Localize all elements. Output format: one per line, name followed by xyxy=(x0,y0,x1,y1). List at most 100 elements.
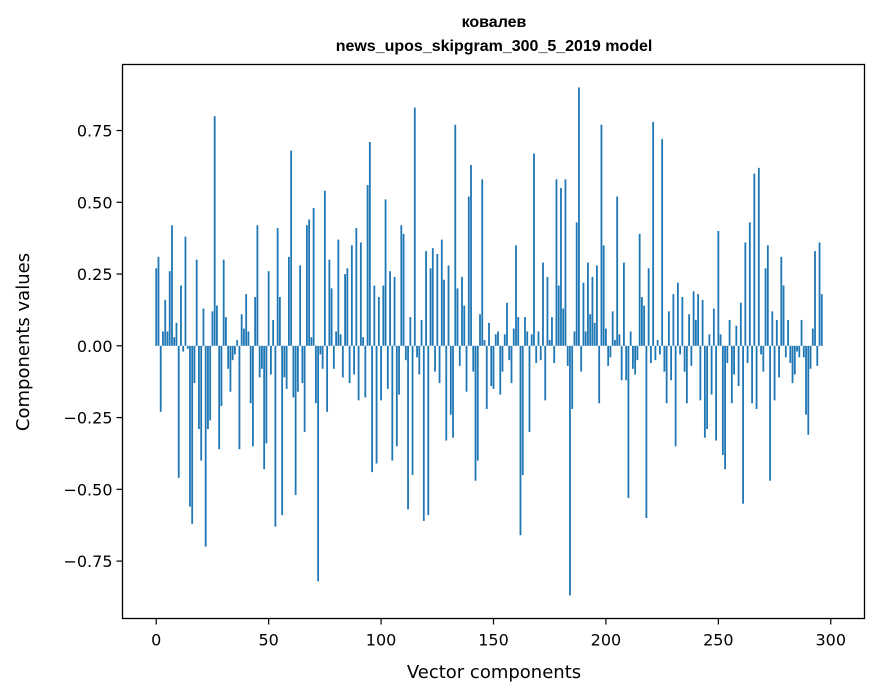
bar-201 xyxy=(607,345,610,366)
bar-84 xyxy=(344,274,346,346)
bar-125 xyxy=(436,253,439,346)
bar-50 xyxy=(267,271,270,346)
bar-168 xyxy=(533,153,535,346)
bar-0 xyxy=(155,268,158,346)
bar-171 xyxy=(539,345,542,361)
bar-89 xyxy=(355,228,358,346)
bar-237 xyxy=(688,314,691,346)
bar-118 xyxy=(420,319,423,346)
bar-294 xyxy=(816,345,819,366)
bar-178 xyxy=(555,179,558,346)
x-tick-label: 0 xyxy=(151,631,161,650)
bar-283 xyxy=(791,345,794,384)
bar-186 xyxy=(573,331,576,346)
bar-200 xyxy=(605,328,607,346)
bar-26 xyxy=(213,116,216,346)
bar-74 xyxy=(321,345,324,369)
bar-72 xyxy=(317,345,320,582)
bar-285 xyxy=(796,345,798,352)
bar-247 xyxy=(710,345,713,395)
bar-273 xyxy=(769,345,771,481)
bar-104 xyxy=(389,271,391,346)
bar-64 xyxy=(299,265,302,346)
bar-164 xyxy=(524,317,526,346)
x-axis-ticks: 0 50 100 150 200 250 300 xyxy=(151,618,846,650)
y-tick-label: 0.00 xyxy=(77,337,113,356)
bar-123 xyxy=(431,248,434,346)
bar-253 xyxy=(724,345,726,470)
bar-209 xyxy=(625,345,628,381)
bar-110 xyxy=(402,233,405,346)
bar-88 xyxy=(353,345,355,375)
bar-249 xyxy=(715,345,717,441)
bar-59 xyxy=(287,256,290,346)
bar-95 xyxy=(368,142,371,346)
y-tick-label: 0.25 xyxy=(77,265,113,284)
bar-295 xyxy=(818,242,821,346)
bar-176 xyxy=(551,317,553,346)
bar-158 xyxy=(510,345,513,384)
bar-288 xyxy=(802,345,805,358)
bar-10 xyxy=(177,345,180,478)
bar-93 xyxy=(364,345,367,398)
bar-1 xyxy=(157,256,160,346)
bar-226 xyxy=(663,345,666,372)
bar-210 xyxy=(627,345,630,498)
bar-91 xyxy=(359,242,362,346)
bar-255 xyxy=(728,319,731,346)
bar-126 xyxy=(438,345,441,384)
bar-274 xyxy=(771,311,774,346)
bar-121 xyxy=(427,345,430,516)
bar-183 xyxy=(566,345,569,366)
bar-191 xyxy=(584,331,587,346)
x-tick-label: 50 xyxy=(258,631,278,650)
bar-143 xyxy=(476,345,479,461)
bar-14 xyxy=(186,345,189,349)
bar-112 xyxy=(407,345,409,510)
bar-141 xyxy=(472,345,475,372)
bar-192 xyxy=(587,262,589,346)
bar-163 xyxy=(521,345,524,475)
bar-185 xyxy=(571,345,574,409)
bar-80 xyxy=(335,331,338,346)
bar-47 xyxy=(261,345,263,369)
bar-35 xyxy=(234,345,236,355)
bar-287 xyxy=(800,319,803,346)
bar-5 xyxy=(166,331,169,346)
bar-293 xyxy=(814,251,816,346)
bars-group xyxy=(155,87,823,596)
y-tick-label: 0.50 xyxy=(77,193,113,212)
bar-188 xyxy=(578,87,580,346)
x-axis-label: Vector components xyxy=(407,662,581,683)
bar-231 xyxy=(674,345,677,447)
bar-242 xyxy=(699,345,702,401)
bar-290 xyxy=(807,345,810,435)
bar-219 xyxy=(647,268,650,346)
bar-7 xyxy=(171,225,173,346)
bar-246 xyxy=(708,334,711,346)
bar-156 xyxy=(506,302,508,346)
y-tick-label: 0.75 xyxy=(77,122,113,141)
bar-262 xyxy=(744,242,747,346)
bar-58 xyxy=(285,345,288,389)
bar-106 xyxy=(393,276,396,346)
bar-116 xyxy=(416,345,418,358)
bar-32 xyxy=(227,345,230,369)
bar-190 xyxy=(582,282,585,346)
bar-203 xyxy=(611,311,614,346)
bar-198 xyxy=(600,124,603,346)
bar-107 xyxy=(395,345,398,447)
bar-263 xyxy=(746,345,749,364)
bar-11 xyxy=(180,285,182,346)
bar-165 xyxy=(526,331,529,346)
bar-284 xyxy=(793,345,796,375)
bar-251 xyxy=(719,334,722,346)
bar-276 xyxy=(775,319,778,346)
bar-166 xyxy=(528,345,531,432)
bar-105 xyxy=(391,345,394,461)
bar-228 xyxy=(667,311,670,346)
bar-62 xyxy=(294,345,297,496)
bar-71 xyxy=(314,345,317,404)
bar-87 xyxy=(350,245,353,346)
